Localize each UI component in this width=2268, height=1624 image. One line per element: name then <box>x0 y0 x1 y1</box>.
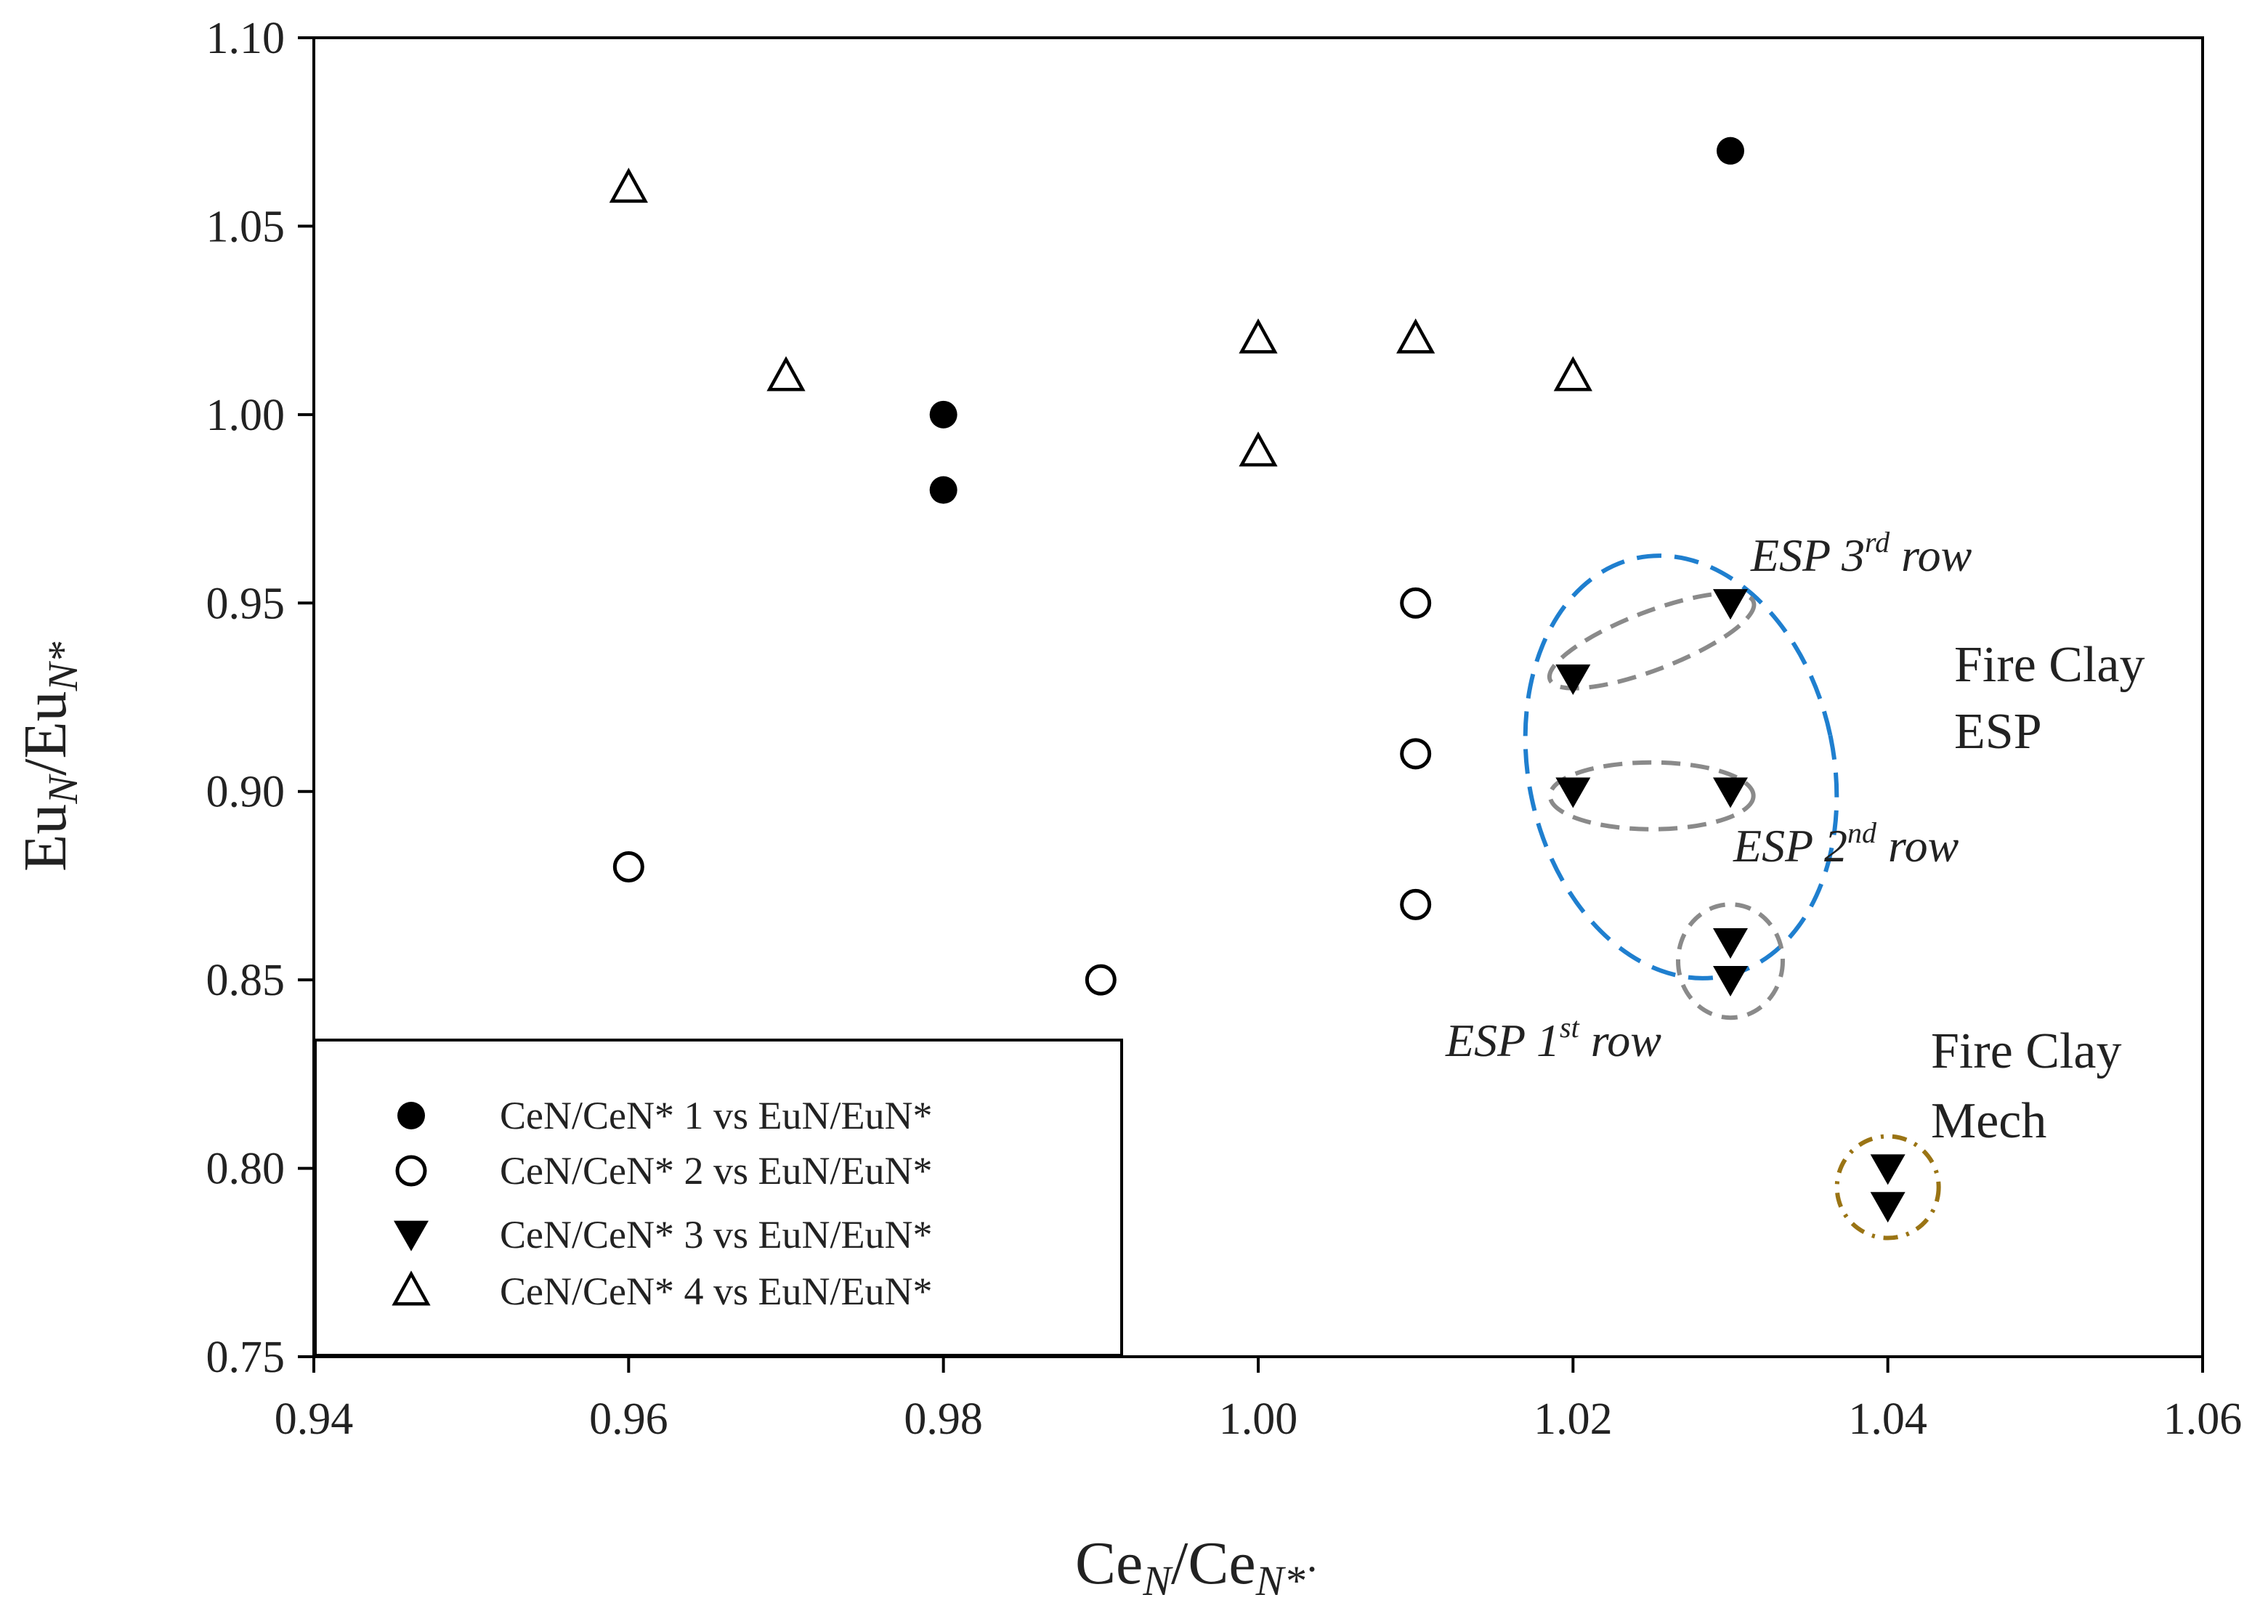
annotation-fire-clay-mech-line2: Mech <box>1931 1093 2046 1149</box>
data-point-series-1 <box>1717 137 1744 165</box>
legend: CeN/CeN* 1 vs EuN/EuN* CeN/CeN* 2 vs EuN/… <box>314 1039 1123 1357</box>
x-tick-label: 0.96 <box>589 1394 668 1444</box>
legend-marker-series-3 <box>394 1220 429 1251</box>
y-tick-label: 0.75 <box>206 1333 285 1382</box>
data-point-series-4 <box>1553 356 1592 391</box>
x-axis: 0.94 0.96 0.98 1.00 1.02 1.04 1.06 <box>275 1357 2243 1444</box>
annotation-esp-1st-row: ESP 1st row <box>1445 1011 1661 1066</box>
y-tick-label: 0.85 <box>206 956 285 1005</box>
data-point-series-2 <box>1085 964 1117 996</box>
legend-label-series-3: CeN/CeN* 3 vs EuN/EuN* <box>500 1213 932 1256</box>
y-tick-label: 1.10 <box>206 14 285 63</box>
y-tick-label: 1.00 <box>206 391 285 440</box>
legend-marker-series-1 <box>397 1102 425 1129</box>
data-point-series-4 <box>609 167 648 203</box>
x-tick-label: 0.94 <box>275 1394 354 1444</box>
esp-2nd-row-ellipse <box>1547 760 1756 832</box>
data-point-series-4 <box>1239 318 1278 354</box>
esp-3rd-row-ellipse <box>1547 590 1757 691</box>
legend-box <box>314 1039 1123 1357</box>
data-point-series-4 <box>766 356 806 391</box>
data-point-series-1 <box>929 400 957 429</box>
fire-clay-mech-circle <box>1834 1134 1941 1241</box>
data-point-series-4 <box>1239 431 1278 467</box>
y-tick-label: 0.90 <box>206 768 285 817</box>
y-axis-label: EuN/EuN* <box>12 642 86 872</box>
y-tick-label: 1.05 <box>206 202 285 251</box>
x-tick-label: 1.02 <box>1534 1394 1613 1444</box>
x-tick-label: 1.06 <box>2163 1394 2243 1444</box>
x-axis-label: CeN/CeN*· <box>1075 1530 1319 1604</box>
data-point-series-3 <box>1713 965 1748 996</box>
annotation-fire-clay-esp-line1: Fire Clay <box>1954 637 2145 693</box>
data-point-series-2 <box>1400 738 1432 770</box>
y-axis: 0.75 0.80 0.85 0.90 0.95 1.00 1.05 1.10 <box>206 14 314 1382</box>
data-point-series-2 <box>1400 587 1432 619</box>
legend-label-series-1: CeN/CeN* 1 vs EuN/EuN* <box>500 1094 932 1137</box>
annotation-esp-2nd-row: ESP 2nd row <box>1733 816 1959 872</box>
data-point-series-2 <box>612 850 644 882</box>
esp-1st-row-ellipse <box>1676 902 1785 1020</box>
data-point-series-4 <box>1396 318 1435 354</box>
data-point-series-3 <box>1713 928 1748 959</box>
y-tick-label: 0.95 <box>206 579 285 628</box>
annotation-shapes <box>1523 553 1941 1241</box>
data-point-series-1 <box>929 476 957 504</box>
y-tick-label: 0.80 <box>206 1145 285 1194</box>
esp-group-ellipse <box>1523 553 1839 981</box>
x-tick-label: 0.98 <box>904 1394 983 1444</box>
annotation-esp-3rd-row: ESP 3rd row <box>1750 526 1972 581</box>
x-tick-label: 1.04 <box>1848 1394 1927 1444</box>
data-point-series-3 <box>1870 1154 1905 1185</box>
annotation-fire-clay-esp-line2: ESP <box>1954 704 2042 760</box>
annotation-fire-clay-mech-line1: Fire Clay <box>1931 1023 2121 1079</box>
data-point-series-3 <box>1870 1192 1905 1223</box>
legend-label-series-2: CeN/CeN* 2 vs EuN/EuN* <box>500 1149 932 1193</box>
data-point-series-3 <box>1713 589 1748 620</box>
x-tick-label: 1.00 <box>1219 1394 1298 1444</box>
data-markers <box>609 137 1905 1223</box>
data-point-series-3 <box>1713 777 1748 808</box>
legend-label-series-4: CeN/CeN* 4 vs EuN/EuN* <box>500 1270 932 1313</box>
legend-marker-series-4 <box>392 1270 431 1306</box>
legend-marker-series-2 <box>395 1155 427 1187</box>
data-point-series-3 <box>1555 777 1591 808</box>
data-point-series-3 <box>1555 664 1591 695</box>
data-point-series-2 <box>1400 888 1432 920</box>
